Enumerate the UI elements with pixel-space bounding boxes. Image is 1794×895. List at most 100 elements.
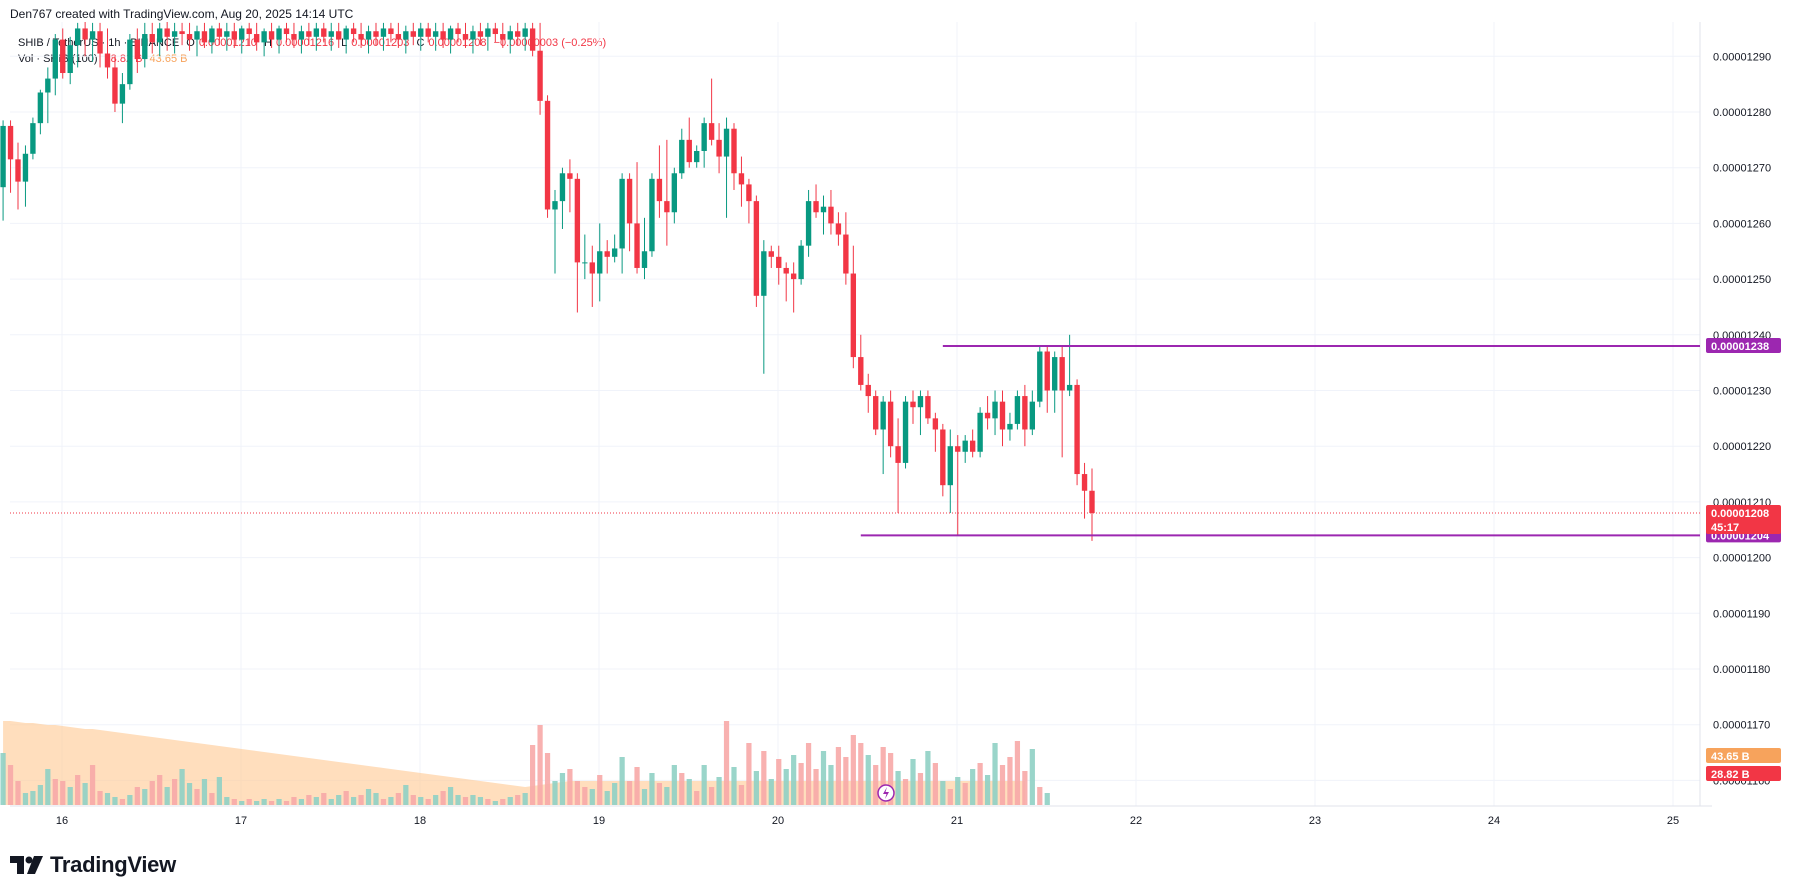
candle-body <box>746 184 752 202</box>
lightning-icon[interactable] <box>877 784 895 802</box>
candle-body <box>865 384 871 397</box>
volume-bar <box>157 775 163 805</box>
volume-bar <box>328 799 334 805</box>
volume-bar <box>321 793 327 805</box>
volume-bar <box>216 777 222 805</box>
candle-body <box>694 150 700 163</box>
candle-body <box>895 446 901 463</box>
volume-bar <box>268 801 275 805</box>
volume-bars <box>0 721 1050 805</box>
volume-bar <box>351 797 357 805</box>
volume-bar <box>783 769 789 805</box>
volume-bar <box>142 789 148 805</box>
candle-body <box>671 173 678 213</box>
candle-body <box>171 31 178 37</box>
price-tick-label: 0.00001230 <box>1713 386 1771 398</box>
candle-body <box>343 28 349 40</box>
volume-tag: 28.82 B <box>1706 766 1781 781</box>
time-tick-label: 18 <box>414 815 426 827</box>
time-tick-label: 19 <box>593 815 605 827</box>
price-tick-label: 0.00001190 <box>1713 608 1770 620</box>
time-tick-label: 17 <box>235 815 247 827</box>
volume-bar <box>798 763 804 805</box>
volume-bar <box>977 763 983 805</box>
volume-bar <box>738 785 745 805</box>
candle-body <box>1007 423 1013 430</box>
candle-body <box>0 125 6 188</box>
candle-body <box>567 173 573 179</box>
candle-body <box>679 139 685 174</box>
candle-body <box>626 178 633 224</box>
volume-ma-area-path <box>3 721 1025 805</box>
volume-bar <box>45 769 51 805</box>
candle-body <box>350 28 357 35</box>
candle-body <box>239 28 245 40</box>
candle-body <box>201 31 208 43</box>
candle-body <box>962 440 968 452</box>
resistance-level-tag-text: 0.00001238 <box>1711 341 1769 353</box>
volume-bar <box>1022 771 1028 805</box>
volume-bar <box>410 795 416 805</box>
volume-bar <box>947 789 953 805</box>
volume-bar <box>194 789 200 805</box>
candle-body <box>507 31 513 40</box>
candle-body <box>589 262 595 274</box>
candle-body <box>522 28 528 37</box>
volume-bar <box>246 799 252 805</box>
candle-body <box>955 446 961 452</box>
candle-body <box>701 123 707 151</box>
volume-bar <box>835 747 842 805</box>
volume-ma-tag-text: 43.65 B <box>1711 751 1750 763</box>
volume-bar <box>276 799 282 805</box>
volume-bar <box>433 795 439 805</box>
candle-body <box>179 31 185 35</box>
volume-bar <box>850 735 856 805</box>
price-axis[interactable]: 0.00001290 0.00001280 0.00001270 0.00001260… <box>1713 51 1771 787</box>
tradingview-logo[interactable]: TradingView <box>10 852 176 878</box>
candle-body <box>843 234 849 274</box>
time-axis[interactable]: 16 17 18 19 20 21 22 23 24 25 <box>56 815 1679 827</box>
volume-bar <box>746 743 752 805</box>
candle-body <box>813 201 819 213</box>
candle-body <box>253 34 260 43</box>
volume-bar <box>694 791 700 805</box>
candle-body <box>1081 474 1088 491</box>
price-tags: 0.000012380.000012040.0000120845:1743.65… <box>1706 337 1781 781</box>
candle-body <box>82 28 88 40</box>
candle-body <box>186 34 193 40</box>
candle-body <box>1052 357 1058 391</box>
high-label: H <box>264 37 272 49</box>
candle-body <box>925 396 931 419</box>
volume-bar <box>343 791 349 805</box>
volume-bar <box>612 783 618 805</box>
horizontal-levels[interactable] <box>10 344 1700 537</box>
open-label: O <box>186 37 195 49</box>
volume-bar <box>641 789 648 805</box>
chart-caption: Den767 created with TradingView.com, Aug… <box>10 7 354 21</box>
volume-tag-bg <box>1706 766 1781 781</box>
candle-body <box>164 28 170 37</box>
volume-bar <box>574 781 580 805</box>
volume-bar <box>1044 793 1050 805</box>
volume-bar <box>7 765 14 805</box>
candle-body <box>790 273 797 280</box>
candle-body <box>649 178 655 252</box>
volume-bar <box>604 791 610 805</box>
volume-bar <box>395 793 401 805</box>
volume-bar <box>455 795 461 805</box>
volume-bar <box>552 781 558 805</box>
volume-bar <box>582 787 588 805</box>
volume-bar <box>984 775 991 805</box>
volume-bar <box>119 799 126 805</box>
current-price-tag-bg <box>1706 505 1781 535</box>
volume-bar <box>306 795 312 805</box>
candle-body <box>104 53 111 68</box>
volume-bar <box>75 775 81 805</box>
candle-body <box>753 201 760 296</box>
low-value: 0.00001203 <box>351 37 410 49</box>
volume-bar <box>164 787 170 805</box>
candle-body <box>149 34 155 43</box>
volume-bar <box>201 779 208 805</box>
candle-body <box>1014 396 1021 424</box>
